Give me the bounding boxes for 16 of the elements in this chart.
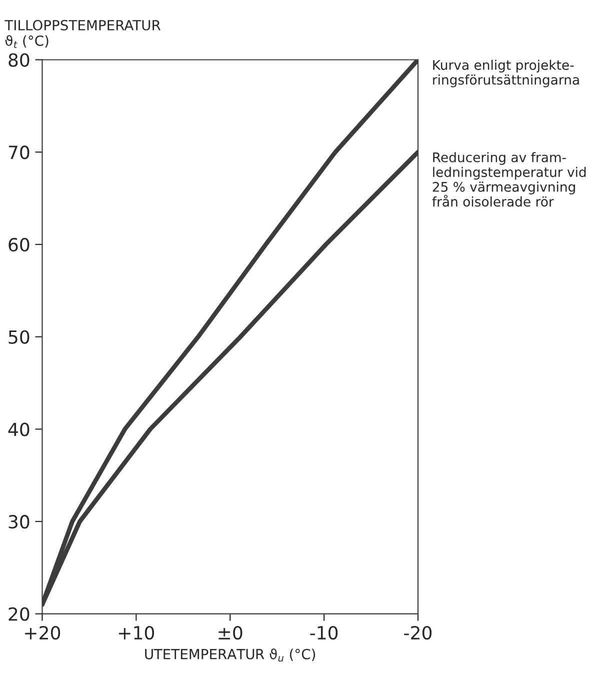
x-tick-label: +10 <box>119 626 154 640</box>
y-tick-label: 30 <box>8 514 30 529</box>
series-label: Reducering av fram- ledningstemperatur vid 25 % värmeavgivning från oisolerade rör <box>432 152 586 207</box>
y-tick-label: 70 <box>8 146 30 160</box>
x-tick-label: -20 <box>404 626 432 640</box>
x-tick-label: ±0 <box>218 626 242 640</box>
x-tick-label: -10 <box>310 626 338 640</box>
x-tick-label: +20 <box>25 626 60 640</box>
series-label: Kurva enligt projekte- ringsförutsättningarna <box>433 60 579 88</box>
y-axis-title: TILLOPPSTEMPERATUR ϑ$_{t}$ (°C) <box>4 20 161 48</box>
y-tick-label: 60 <box>8 238 30 252</box>
y-tick-label: 20 <box>8 607 30 621</box>
x-axis-title: UTETEMPERATUR ϑ$_{u}$ (°C) <box>145 648 316 662</box>
y-tick-label: 80 <box>8 53 30 67</box>
y-tick-label: 50 <box>8 330 30 344</box>
y-tick-label: 40 <box>8 422 30 436</box>
